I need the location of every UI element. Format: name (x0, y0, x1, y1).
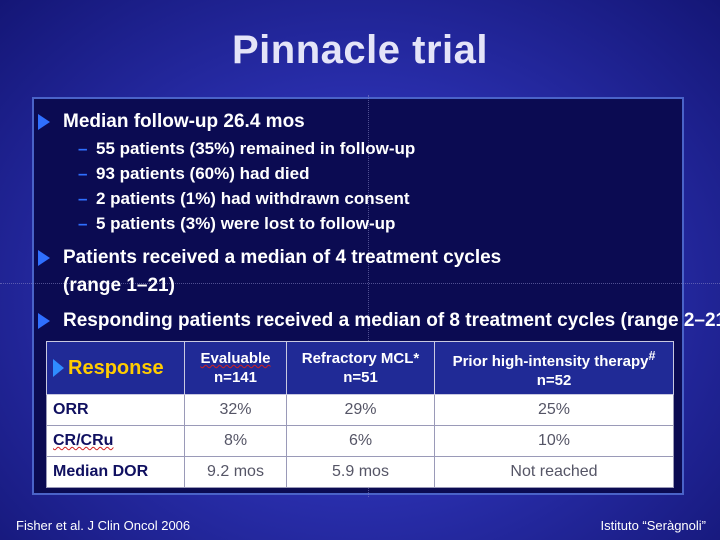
response-corner-cell: Response (46, 341, 185, 395)
row-label: ORR (46, 394, 185, 426)
bullet-treatment-cycles-line1: Patients received a median of 4 treatmen… (63, 247, 502, 268)
sub-bullet: –5 patients (3%) were lost to follow-up (78, 214, 396, 233)
bullet-arrow-icon (38, 250, 50, 266)
table-cell: Not reached (434, 456, 674, 488)
sub-bullet: –55 patients (35%) remained in follow-up (78, 139, 416, 158)
footer-citation: Fisher et al. J Clin Oncol 2006 (16, 518, 191, 533)
table-cell: 5.9 mos (286, 456, 435, 488)
table-cell: 9.2 mos (184, 456, 287, 488)
slide-title: Pinnacle trial (232, 28, 488, 72)
dotted-guide-horizontal (0, 283, 720, 284)
table-cell: 8% (184, 425, 287, 457)
column-header-evaluable: Evaluable n=141 (184, 341, 287, 395)
footer-institution: Istituto “Seràgnoli” (600, 518, 707, 533)
bullet-responding-patients-text: Responding patients received a median of… (63, 310, 720, 331)
bullet-arrow-icon (38, 114, 50, 130)
table-row: CR/CRu 8% 6% 10% (46, 425, 674, 457)
sub-bullet: –93 patients (60%) had died (78, 164, 310, 183)
table-cell: 29% (286, 394, 435, 426)
table-cell: 25% (434, 394, 674, 426)
response-arrow-icon (53, 359, 64, 377)
row-label: Median DOR (46, 456, 185, 488)
response-table: Response Evaluable n=141 Refractory MCL*… (46, 341, 674, 488)
column-header-prior-therapy: Prior high-intensity therapy# n=52 (434, 341, 674, 395)
table-cell: 32% (184, 394, 287, 426)
bullet-arrow-icon (38, 313, 50, 329)
table-row: ORR 32% 29% 25% (46, 394, 674, 426)
table-cell: 10% (434, 425, 674, 457)
column-header-refractory: Refractory MCL* n=51 (286, 341, 435, 395)
table-row: Median DOR 9.2 mos 5.9 mos Not reached (46, 456, 674, 488)
response-label: Response (68, 356, 164, 379)
table-cell: 6% (286, 425, 435, 457)
bullet-follow-up-text: Median follow-up 26.4 mos (63, 111, 305, 132)
row-label: CR/CRu (46, 425, 185, 457)
sub-bullet: –2 patients (1%) had withdrawn consent (78, 189, 410, 208)
table-header-row: Response Evaluable n=141 Refractory MCL*… (46, 341, 674, 395)
dotted-guide-vertical (368, 95, 369, 497)
